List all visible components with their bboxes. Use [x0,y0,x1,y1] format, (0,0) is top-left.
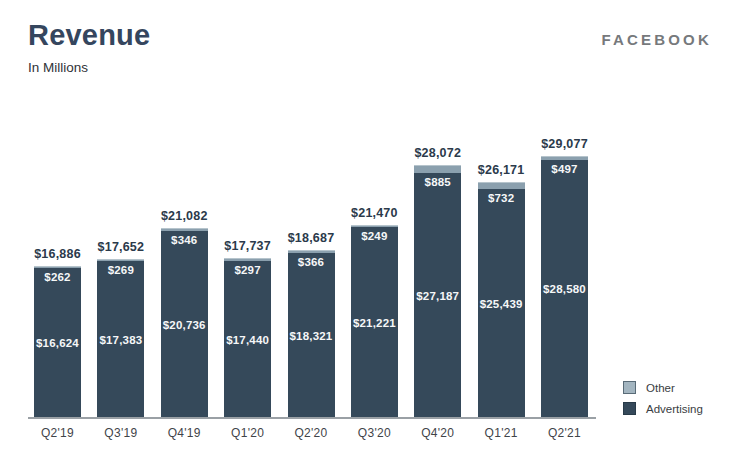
category-axis: Q2'19 Q3'19 Q4'19 Q1'20 Q2'20 Q3'20 Q4'20 Q1'21… [34,426,588,440]
bar-total-label: $18,687 [288,231,335,245]
stacked-bar: $297 $17,440 [224,258,271,418]
bar-group: $16,886 $262 $16,624 [34,247,81,418]
bar-total-label: $21,082 [161,209,208,223]
stacked-bar: $346 $20,736 [161,228,208,418]
bar-segment-other-label: $346 [161,234,208,246]
bar-group: $17,737 $297 $17,440 [224,239,271,418]
bar-segment-other-label: $262 [34,271,81,283]
legend-item-advertising: Advertising [623,402,703,415]
bar-segment-other [224,258,271,261]
bar-segment-other-label: $249 [351,230,398,242]
stacked-bar: $366 $18,321 [288,250,335,418]
legend-item-other: Other [623,381,703,394]
bar-total-label: $28,072 [414,146,461,160]
category-label: Q3'20 [351,426,398,440]
legend: Other Advertising [623,381,703,423]
bar-segment-other-label: $497 [541,163,588,175]
legend-label: Advertising [646,403,703,415]
bar-group: $21,082 $346 $20,736 [161,209,208,418]
bar-total-label: $29,077 [541,137,588,151]
bar-segment-advertising-label: $28,580 [541,283,588,295]
category-label: Q1'20 [224,426,271,440]
bar-segment-other [97,259,144,261]
stacked-bar: $885 $27,187 [414,165,461,418]
bar-segment-other [541,156,588,160]
bar-segment-other [351,225,398,227]
bar-segment-other-label: $732 [478,192,525,204]
bar-segment-other [478,182,525,189]
bar-segment-other [288,250,335,253]
legend-label: Other [646,382,675,394]
bar-segment-advertising-label: $27,187 [414,290,461,302]
bar-segment-advertising-label: $21,221 [351,317,398,329]
bar-segment-other [34,266,81,268]
category-label: Q2'21 [541,426,588,440]
bar-group: $17,652 $269 $17,383 [97,240,144,418]
bar-total-label: $17,652 [98,240,145,254]
bar-total-label: $16,886 [34,247,81,261]
stacked-bar: $497 $28,580 [541,156,588,418]
bar-segment-other [161,228,208,231]
bar-segment-other-label: $297 [224,264,271,276]
category-label: Q1'21 [478,426,525,440]
x-axis-line [28,417,596,419]
bar-group: $28,072 $885 $27,187 [414,146,461,418]
bar-total-label: $17,737 [224,239,271,253]
bar-segment-advertising-label: $25,439 [478,298,525,310]
stacked-bar: $262 $16,624 [34,266,81,418]
bar-total-label: $26,171 [478,163,525,177]
bar-segment-advertising-label: $17,383 [97,334,144,346]
legend-swatch-advertising [623,402,636,415]
category-label: Q3'19 [97,426,144,440]
category-label: Q2'19 [34,426,81,440]
bar-segment-other-label: $366 [288,256,335,268]
category-label: Q4'19 [161,426,208,440]
bar-group: $18,687 $366 $18,321 [288,231,335,418]
category-label: Q2'20 [288,426,335,440]
plot-area: $16,886 $262 $16,624 $17,652 $269 $17,383 $21,… [34,0,588,418]
stacked-bar: $249 $21,221 [351,225,398,418]
bar-group: $26,171 $732 $25,439 [478,163,525,418]
stacked-bar: $732 $25,439 [478,182,525,418]
bar-segment-advertising-label: $16,624 [34,337,81,349]
bar-segment-other [414,165,461,173]
bar-group: $29,077 $497 $28,580 [541,137,588,418]
category-label: Q4'20 [414,426,461,440]
legend-swatch-other [623,381,636,394]
bar-group: $21,470 $249 $21,221 [351,206,398,418]
bar-segment-other-label: $269 [97,264,144,276]
bar-segment-advertising-label: $17,440 [224,334,271,346]
stacked-bar: $269 $17,383 [97,259,144,418]
bar-segment-advertising-label: $18,321 [288,330,335,342]
bar-segment-other-label: $885 [414,176,461,188]
bar-segment-advertising-label: $20,736 [161,319,208,331]
bar-total-label: $21,470 [351,206,398,220]
facebook-wordmark: FACEBOOK [601,31,712,48]
